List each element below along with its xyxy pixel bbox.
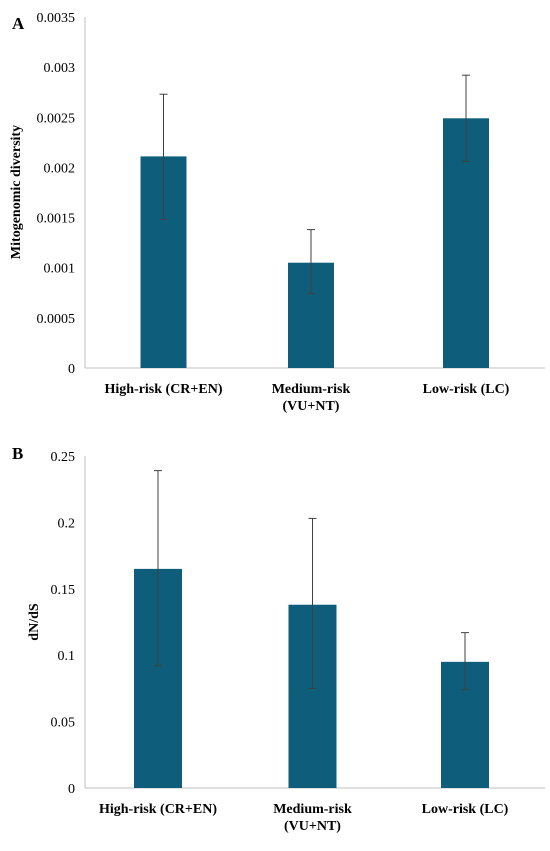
y-tick-label: 0 [68, 362, 75, 377]
x-tick-label: (VU+NT) [283, 399, 340, 414]
panel-b: BdN/dS 0 0.05 0.1 0.15 0.2 0.25 High-risk (CR+E… [12, 444, 545, 834]
y-axis-title: dN/dS [27, 603, 42, 641]
y-tick-label: 0.001 [44, 262, 76, 277]
x-tick-label: Medium-risk [272, 382, 351, 397]
y-tick-label: 0.003 [44, 61, 76, 76]
y-tick-label: 0.1 [58, 649, 76, 664]
x-tick-label: High-risk (CR+EN) [104, 382, 222, 397]
y-tick-label: 0.15 [51, 583, 76, 598]
y-tick-label: 0.002 [44, 161, 76, 176]
y-tick-label: 0.0005 [37, 312, 76, 327]
y-axis-title: Mitogenomic diversity [9, 125, 24, 259]
panel-label: B [12, 444, 23, 463]
y-tick-label: 0.0025 [37, 111, 76, 126]
y-tick-label: 0.2 [58, 516, 76, 531]
x-tick-label: Low-risk (LC) [422, 802, 509, 817]
y-tick-label: 0.05 [51, 716, 76, 731]
x-tick-label: Medium-risk [273, 802, 352, 817]
x-tick-label: High-risk (CR+EN) [99, 802, 217, 817]
y-tick-label: 0 [68, 782, 75, 797]
panel-a: A Mitogenomic diversity 0 0.0005 0.001 0.0015… [9, 11, 545, 414]
y-tick-label: 0.0015 [37, 212, 76, 227]
x-tick-label: Low-risk (LC) [423, 382, 510, 397]
x-tick-label: (VU+NT) [284, 819, 341, 834]
panel-label: A [12, 14, 25, 33]
y-tick-label: 0.0035 [37, 11, 76, 26]
y-tick-label: 0.25 [51, 450, 76, 465]
